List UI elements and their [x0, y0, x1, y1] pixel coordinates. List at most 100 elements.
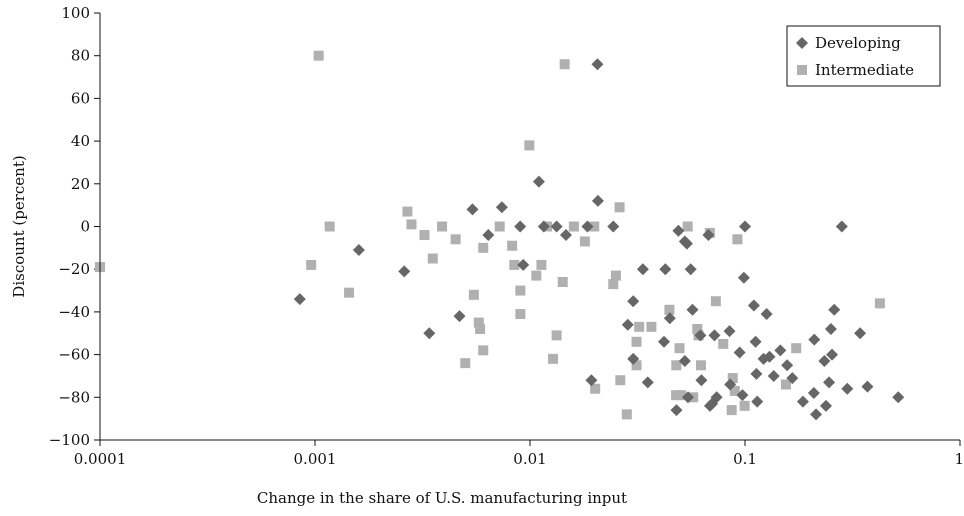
intermediate-point	[468, 289, 479, 300]
intermediate-point	[478, 345, 489, 356]
intermediate-point	[634, 321, 645, 332]
developing-point	[807, 387, 820, 400]
intermediate-point	[676, 390, 687, 401]
developing-point	[537, 220, 550, 233]
y-tick-label: 60	[71, 89, 90, 107]
y-tick-label: −60	[58, 346, 90, 364]
y-tick-label: −80	[58, 388, 90, 406]
y-tick-label: −100	[49, 431, 90, 449]
intermediate-point	[610, 270, 621, 281]
developing-point	[796, 395, 809, 408]
developing-point	[749, 335, 762, 348]
intermediate-point	[590, 383, 601, 394]
developing-point	[636, 263, 649, 276]
developing-point	[352, 243, 365, 256]
intermediate-point	[551, 330, 562, 341]
intermediate-point	[614, 202, 625, 213]
developing-point	[482, 229, 495, 242]
developing-point	[581, 220, 594, 233]
intermediate-point	[579, 236, 590, 247]
intermediate-point	[548, 353, 559, 364]
developing-point	[810, 408, 823, 421]
developing-point	[686, 303, 699, 316]
developing-point	[607, 220, 620, 233]
intermediate-point	[631, 360, 642, 371]
developing-point	[733, 346, 746, 359]
intermediate-point	[568, 221, 579, 232]
developing-point	[293, 293, 306, 306]
intermediate-point	[344, 287, 355, 298]
developing-point	[824, 322, 837, 335]
y-axis-title: Discount (percent)	[10, 155, 28, 297]
developing-point	[767, 369, 780, 382]
intermediate-point	[313, 50, 324, 61]
intermediate-point	[671, 360, 682, 371]
developing-point	[672, 224, 685, 237]
developing-point	[751, 395, 764, 408]
developing-point	[808, 333, 821, 346]
y-axis-ticks: −100 −80 −60 −40 −20 0 20 40 60 80 100	[49, 4, 100, 449]
intermediate-point	[324, 221, 335, 232]
x-tick-label: 1	[954, 450, 964, 468]
developing-point	[841, 382, 854, 395]
developing-point	[591, 58, 604, 71]
y-tick-label: 0	[80, 218, 90, 236]
x-tick-label: 0.001	[294, 450, 337, 468]
intermediate-point	[507, 240, 518, 251]
developing-point	[750, 367, 763, 380]
intermediate-point	[710, 296, 721, 307]
intermediate-point	[608, 279, 619, 290]
intermediate-point	[306, 259, 317, 270]
y-tick-label: −40	[58, 303, 90, 321]
developing-point	[823, 376, 836, 389]
developing-point	[708, 329, 721, 342]
x-tick-label: 0.0001	[74, 450, 127, 468]
developing-point	[723, 325, 736, 338]
intermediate-point	[494, 221, 505, 232]
developing-point	[819, 399, 832, 412]
legend-box	[786, 25, 941, 87]
y-tick-label: −20	[58, 260, 90, 278]
developing-point	[892, 391, 905, 404]
intermediate-point	[402, 206, 413, 217]
developing-point	[835, 220, 848, 233]
intermediate-point	[524, 140, 535, 151]
developing-point	[550, 220, 563, 233]
developing-point	[670, 404, 683, 417]
intermediate-point	[621, 409, 632, 420]
intermediate-point	[406, 219, 417, 230]
data-points	[95, 50, 905, 421]
intermediate-point	[631, 336, 642, 347]
intermediate-point	[427, 253, 438, 264]
developing-point	[591, 194, 604, 207]
intermediate-point	[674, 343, 685, 354]
intermediate-point	[874, 298, 885, 309]
developing-point	[495, 201, 508, 214]
developing-point	[736, 389, 749, 402]
x-tick-label: 0.1	[733, 450, 757, 468]
developing-point	[559, 229, 572, 242]
intermediate-point	[729, 385, 740, 396]
intermediate-point	[460, 358, 471, 369]
developing-point	[657, 335, 670, 348]
legend-label-developing: Developing	[815, 34, 901, 52]
intermediate-point	[718, 338, 729, 349]
developing-point	[739, 220, 751, 233]
intermediate-point	[682, 221, 693, 232]
intermediate-point	[473, 317, 484, 328]
x-axis-title: Change in the share of U.S. manufacturin…	[257, 489, 627, 507]
developing-point	[684, 263, 697, 276]
developing-point	[641, 376, 654, 389]
developing-point	[663, 312, 676, 325]
intermediate-point	[531, 270, 542, 281]
developing-point	[678, 355, 691, 368]
intermediate-point	[450, 234, 461, 245]
y-tick-label: 20	[71, 175, 90, 193]
intermediate-point	[478, 242, 489, 253]
developing-point	[774, 344, 787, 357]
developing-point	[854, 327, 867, 340]
developing-point	[695, 374, 708, 387]
developing-point	[694, 329, 707, 342]
developing-point	[786, 372, 799, 385]
